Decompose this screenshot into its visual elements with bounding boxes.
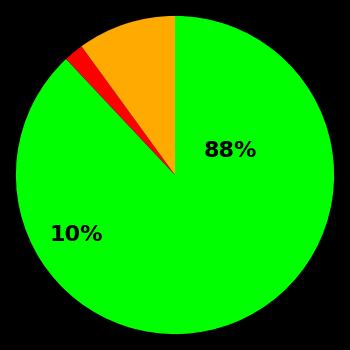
Wedge shape bbox=[16, 16, 334, 334]
Wedge shape bbox=[66, 46, 175, 175]
Wedge shape bbox=[82, 16, 175, 175]
Text: 10%: 10% bbox=[50, 225, 103, 245]
Text: 88%: 88% bbox=[204, 141, 257, 161]
